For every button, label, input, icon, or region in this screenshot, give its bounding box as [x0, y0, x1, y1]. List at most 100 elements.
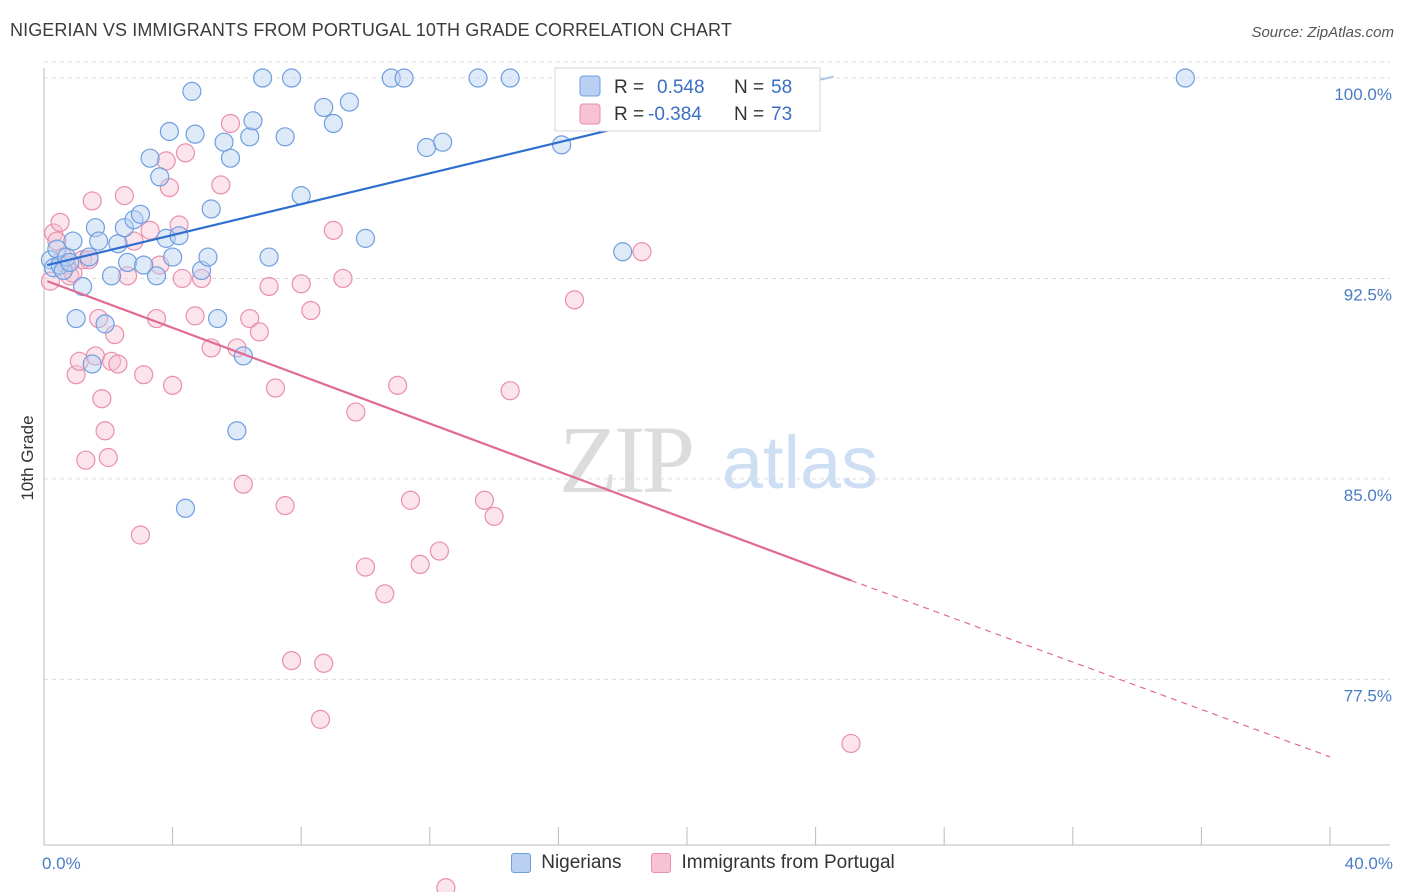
nigerians-point — [150, 167, 170, 187]
portugal-point — [185, 306, 205, 326]
portugal-point — [95, 421, 115, 441]
nigerians-point — [339, 92, 360, 112]
legend-item-portugal: Immigrants from Portugal — [651, 852, 895, 874]
portugal-point — [163, 375, 183, 395]
nigerians-point — [243, 111, 263, 131]
y-tick-label: 92.5% — [1344, 285, 1392, 304]
nigerians-point — [114, 218, 134, 238]
portugal-point — [314, 653, 334, 673]
portugal-point — [191, 268, 212, 289]
portugal-point — [220, 113, 241, 134]
watermark-zip: ZIP — [559, 406, 692, 513]
nigerians-point — [101, 266, 122, 286]
nigerians-point — [275, 127, 295, 147]
legend-r-value-nigerians: 0.548 — [657, 77, 705, 98]
legend-swatch-portugal — [651, 853, 672, 873]
portugal-point — [410, 554, 430, 575]
portugal-point — [291, 274, 311, 294]
nigerians-point — [201, 199, 221, 219]
nigerians-point — [214, 132, 234, 152]
nigerians-point — [47, 239, 67, 259]
legend-n-label: N = — [734, 104, 764, 125]
nigerians-point — [416, 137, 437, 158]
series-legend: Nigerians Immigrants from Portugal — [0, 852, 1406, 874]
source-note: Source: ZipAtlas.com — [1251, 24, 1394, 41]
nigerians-point — [163, 247, 183, 267]
nigerians-point — [63, 231, 83, 251]
nigerians-point — [323, 113, 343, 134]
stats-legend: R = 0.548 N = 58 R = -0.384 N = 73 — [554, 67, 821, 132]
portugal-point — [281, 651, 302, 671]
portugal-point — [333, 268, 353, 289]
nigerians-point — [281, 68, 302, 88]
nigerians-point — [500, 68, 520, 88]
nigerians-point — [240, 127, 260, 147]
tick-labels: 77.5% 85.0% 92.5% 100.0% 0.0% 40.0% — [42, 85, 1393, 873]
portugal-point — [400, 490, 421, 510]
nigerians-point — [146, 266, 167, 286]
legend-n-label: N = — [734, 77, 764, 98]
portugal-point — [429, 541, 450, 561]
portugal-point — [265, 378, 286, 398]
nigerians-point — [468, 68, 488, 88]
portugal-point — [175, 143, 196, 163]
portugal-point — [105, 324, 125, 345]
portugal-point — [388, 375, 408, 395]
portugal-point — [82, 191, 102, 211]
legend-n-value-portugal: 73 — [771, 104, 792, 125]
legend-item-nigerians: Nigerians — [511, 852, 621, 874]
portugal-point — [500, 381, 520, 401]
nigerians-point — [66, 308, 86, 329]
nigerians-point — [220, 148, 241, 168]
portugal-point — [92, 389, 112, 409]
portugal-point — [117, 266, 138, 286]
y-axis-label: 10th Grade — [18, 415, 37, 500]
legend-label-nigerians: Nigerians — [541, 852, 622, 873]
nigerians-point — [253, 68, 273, 88]
nigerians-point — [182, 81, 202, 101]
portugal-point — [114, 186, 134, 206]
portugal-point — [355, 557, 376, 577]
legend-swatch-nigerians — [579, 75, 601, 97]
portugal-point — [156, 151, 176, 171]
portugal-point — [484, 506, 504, 526]
x-tick-label: 0.0% — [42, 854, 81, 873]
nigerians-point — [613, 242, 633, 262]
portugal-point — [249, 322, 270, 342]
nigerians-point — [89, 231, 109, 251]
nigerians-point — [124, 210, 144, 230]
y-tick-label: 100.0% — [1334, 85, 1392, 104]
portugal-trend-extension — [850, 579, 1331, 758]
portugal-point — [130, 525, 151, 545]
portugal-point — [474, 490, 495, 510]
portugal-point — [60, 266, 80, 286]
nigerians-point — [259, 247, 279, 267]
legend-swatch-portugal — [579, 103, 601, 125]
portugal-point — [436, 878, 456, 892]
portugal-point — [259, 276, 279, 297]
portugal-point — [159, 178, 179, 198]
nigerians-point — [95, 314, 115, 334]
nigerians-point — [175, 498, 196, 518]
nigerians-point — [130, 204, 151, 224]
nigerians-point — [60, 252, 80, 273]
portugal-point — [134, 365, 154, 385]
portugal-point — [346, 402, 366, 422]
portugal-point — [275, 496, 295, 516]
portugal-point — [98, 447, 118, 468]
portugal-point — [310, 709, 331, 729]
chart-title: NIGERIAN VS IMMIGRANTS FROM PORTUGAL 10T… — [10, 20, 732, 40]
nigerians-point — [140, 148, 160, 168]
axes — [43, 68, 1390, 846]
nigerians-point — [227, 421, 247, 441]
nigerians-point — [72, 276, 93, 297]
portugal-point — [108, 354, 128, 374]
portugal-point — [564, 290, 585, 310]
legend-r-value-portugal: -0.384 — [648, 104, 702, 125]
portugal-point — [50, 212, 70, 232]
nigerians-point — [208, 308, 228, 329]
portugal-point — [841, 733, 861, 754]
portugal-point — [211, 175, 231, 195]
portugal-point — [89, 308, 109, 329]
portugal-point — [76, 450, 96, 470]
